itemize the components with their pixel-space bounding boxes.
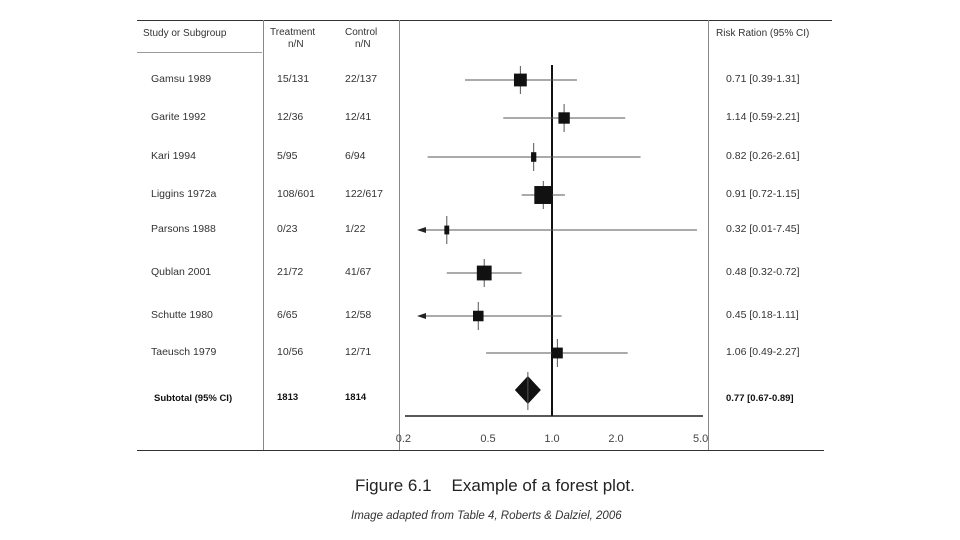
point-estimate-square	[534, 186, 553, 204]
header-control: Control n/N	[345, 27, 377, 51]
subtotal-control: 1814	[345, 392, 367, 403]
study-name: Qublan 2001	[151, 266, 212, 278]
x-tick-label: 2.0	[608, 433, 623, 445]
point-estimate-square	[558, 112, 570, 124]
risk-ratio-ci: 0.32 [0.01-7.45]	[726, 223, 800, 235]
treatment-count: 6/65	[277, 309, 298, 321]
risk-ratio-ci: 0.91 [0.72-1.15]	[726, 188, 800, 200]
header-risk-ratio: Risk Ration (95% CI)	[716, 28, 810, 39]
risk-ratio-ci: 1.06 [0.49-2.27]	[726, 346, 800, 358]
x-tick-label: 0.2	[396, 433, 411, 445]
figure-source: Image adapted from Table 4, Roberts & Da…	[351, 510, 622, 522]
control-count: 41/67	[345, 266, 372, 278]
point-estimate-square	[444, 225, 450, 235]
study-name: Gamsu 1989	[151, 73, 212, 85]
forest-plot: 0.2 0.5 1.0 2.0 5.0	[396, 65, 708, 445]
study-name: Taeusch 1979	[151, 346, 217, 358]
figure-caption: Figure 6.1 Example of a forest plot.	[355, 476, 635, 496]
study-name: Garite 1992	[151, 111, 206, 123]
column-divider-plot-left	[399, 20, 400, 450]
control-count: 12/58	[345, 309, 372, 321]
risk-ratio-ci: 1.14 [0.59-2.21]	[726, 111, 800, 123]
x-tick-label: 1.0	[544, 433, 559, 445]
point-estimate-square	[551, 347, 563, 359]
treatment-count: 5/95	[277, 150, 298, 162]
subtotal-label: Subtotal (95% CI)	[154, 393, 233, 404]
column-divider-plot-right	[708, 20, 709, 450]
figure-number: Figure 6.1	[355, 476, 432, 495]
column-divider-study	[263, 20, 264, 450]
treatment-count: 21/72	[277, 266, 304, 278]
risk-ratio-ci: 0.48 [0.32-0.72]	[726, 266, 800, 278]
table-bottom-rule	[137, 450, 824, 451]
table-top-rule	[137, 20, 832, 21]
ci-arrow-left	[417, 227, 426, 233]
header-treatment-line1: Treatment	[270, 27, 316, 38]
x-tick-label: 0.5	[480, 433, 495, 445]
header-bottom-rule	[137, 52, 262, 53]
control-count: 12/71	[345, 346, 372, 358]
point-estimate-square	[472, 310, 484, 322]
treatment-count: 108/601	[277, 188, 315, 200]
study-name: Parsons 1988	[151, 223, 216, 235]
ci-arrow-left	[417, 313, 426, 319]
control-count: 1/22	[345, 223, 366, 235]
risk-ratio-ci: 0.82 [0.26-2.61]	[726, 150, 800, 162]
subtotal-treatment: 1813	[277, 392, 299, 403]
treatment-count: 0/23	[277, 223, 298, 235]
study-name: Kari 1994	[151, 150, 196, 162]
point-estimate-square	[531, 152, 537, 162]
header-treatment: Treatment n/N	[270, 27, 315, 51]
treatment-count: 10/56	[277, 346, 304, 358]
study-name: Liggins 1972a	[151, 188, 217, 200]
header-treatment-line2: n/N	[288, 39, 304, 50]
study-name: Schutte 1980	[151, 309, 213, 321]
header-control-line1: Control	[345, 27, 378, 38]
subtotal-ci: 0.77 [0.67-0.89]	[726, 393, 794, 404]
x-tick-label: 5.0	[693, 433, 708, 445]
risk-ratio-ci: 0.71 [0.39-1.31]	[726, 73, 800, 85]
treatment-count: 15/131	[277, 73, 310, 85]
header-control-line2: n/N	[355, 39, 371, 50]
control-count: 122/617	[345, 188, 383, 200]
header-study: Study or Subgroup	[143, 28, 227, 39]
control-count: 6/94	[345, 150, 366, 162]
point-estimate-square	[513, 73, 527, 87]
control-count: 12/41	[345, 111, 372, 123]
control-count: 22/137	[345, 73, 378, 85]
figure-title: Example of a forest plot.	[451, 476, 635, 495]
treatment-count: 12/36	[277, 111, 304, 123]
point-estimate-square	[476, 265, 492, 281]
risk-ratio-ci: 0.45 [0.18-1.11]	[726, 309, 799, 321]
